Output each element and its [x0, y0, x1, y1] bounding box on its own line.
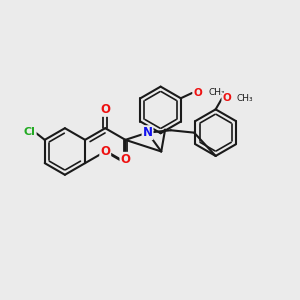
- Text: O: O: [100, 103, 110, 116]
- Text: O: O: [100, 145, 110, 158]
- Text: CH₃: CH₃: [208, 88, 225, 98]
- Text: N: N: [142, 126, 153, 139]
- Text: CH₃: CH₃: [237, 94, 254, 103]
- Text: Cl: Cl: [24, 127, 36, 137]
- Text: O: O: [193, 88, 202, 98]
- Text: O: O: [120, 153, 130, 166]
- Text: O: O: [222, 94, 231, 103]
